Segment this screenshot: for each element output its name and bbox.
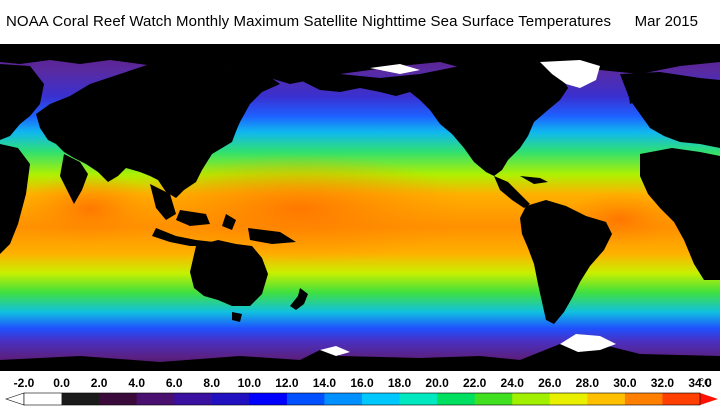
legend-swatch: [286, 393, 325, 405]
cuba-landmass: [520, 176, 548, 184]
legend-label: 22.0: [463, 376, 487, 390]
japan-landmass: [218, 104, 240, 148]
africa-west-landmass: [0, 144, 30, 254]
title-bar: NOAA Coral Reef Watch Monthly Maximum Sa…: [0, 0, 720, 44]
legend-label: 8.0: [203, 376, 220, 390]
legend-swatch: [437, 393, 476, 405]
legend-min-arrow: [5, 392, 25, 406]
sulawesi-landmass: [222, 214, 236, 230]
africa-east-landmass: [640, 148, 720, 280]
legend-swatch: [249, 393, 288, 405]
legend-label: 16.0: [350, 376, 374, 390]
legend-label: 2.0: [91, 376, 108, 390]
legend-unit: °C: [700, 377, 712, 389]
map-date: Mar 2015: [634, 13, 698, 30]
java-sumatra-landmass: [152, 228, 214, 246]
europe-right-landmass: [620, 72, 720, 148]
legend-swatch: [587, 393, 626, 405]
uk-landmass: [628, 88, 638, 104]
northern-landmass: [0, 44, 720, 84]
new-zealand-landmass: [290, 288, 308, 310]
legend: -2.0 0.0 2.0 4.0 6.0 8.0 10.0 12.0 14.0 16.0 18.0 2…: [0, 371, 720, 411]
legend-swatch: [324, 393, 363, 405]
legend-swatch: [99, 393, 138, 405]
madagascar-landmass: [712, 242, 720, 266]
north-america-landmass: [300, 64, 568, 176]
legend-swatch: [24, 393, 63, 405]
legend-label: 0.0: [53, 376, 70, 390]
west-pacific-warm-pool: [130, 154, 470, 264]
legend-label: 10.0: [238, 376, 262, 390]
legend-label: 24.0: [501, 376, 525, 390]
weddell-sea-ice: [560, 334, 616, 352]
legend-label: 30.0: [613, 376, 637, 390]
colorbar: -2.0 0.0 2.0 4.0 6.0 8.0 10.0 12.0 14.0 16.0 18.0 2…: [5, 376, 718, 406]
legend-label: 12.0: [275, 376, 299, 390]
legend-label: 28.0: [576, 376, 600, 390]
south-america-landmass: [520, 200, 612, 324]
europe-landmass: [0, 64, 44, 140]
borneo-landmass: [176, 210, 210, 226]
sst-map: [0, 44, 720, 371]
map-title: NOAA Coral Reef Watch Monthly Maximum Sa…: [6, 13, 612, 30]
legend-swatch: [61, 393, 100, 405]
greenland-ice: [540, 60, 600, 88]
legend-border: [23, 392, 701, 406]
legend-swatch: [399, 393, 438, 405]
legend-swatch: [549, 393, 588, 405]
legend-label: 4.0: [128, 376, 145, 390]
legend-swatch: [136, 393, 175, 405]
ross-sea-ice: [320, 346, 350, 356]
sst-map-canvas: [0, 44, 720, 371]
legend-label: -2.0: [14, 376, 35, 390]
legend-label: 20.0: [425, 376, 449, 390]
india-landmass: [60, 154, 88, 204]
legend-swatch: [474, 393, 513, 405]
central-america-landmass: [494, 176, 530, 208]
australia-landmass: [190, 240, 268, 306]
indochina-landmass: [150, 184, 176, 220]
legend-label: 18.0: [388, 376, 412, 390]
legend-swatch: [624, 393, 663, 405]
new-guinea-landmass: [248, 228, 296, 244]
legend-label: 34.0: [688, 376, 712, 390]
legend-swatch: [174, 393, 213, 405]
legend-label: 14.0: [313, 376, 337, 390]
tasmania-landmass: [232, 312, 242, 322]
legend-swatch: [211, 393, 250, 405]
asia-landmass: [36, 62, 280, 198]
legend-swatch: [362, 393, 401, 405]
legend-swatch: [662, 393, 701, 405]
antarctica-landmass: [0, 334, 720, 371]
arctic-ice: [370, 64, 420, 74]
legend-max-arrow: [700, 393, 718, 405]
legend-label: 32.0: [651, 376, 675, 390]
legend-swatch: [512, 393, 551, 405]
legend-label: 6.0: [166, 376, 183, 390]
indian-ocean-warm-area: [20, 174, 160, 244]
legend-label: 26.0: [538, 376, 562, 390]
